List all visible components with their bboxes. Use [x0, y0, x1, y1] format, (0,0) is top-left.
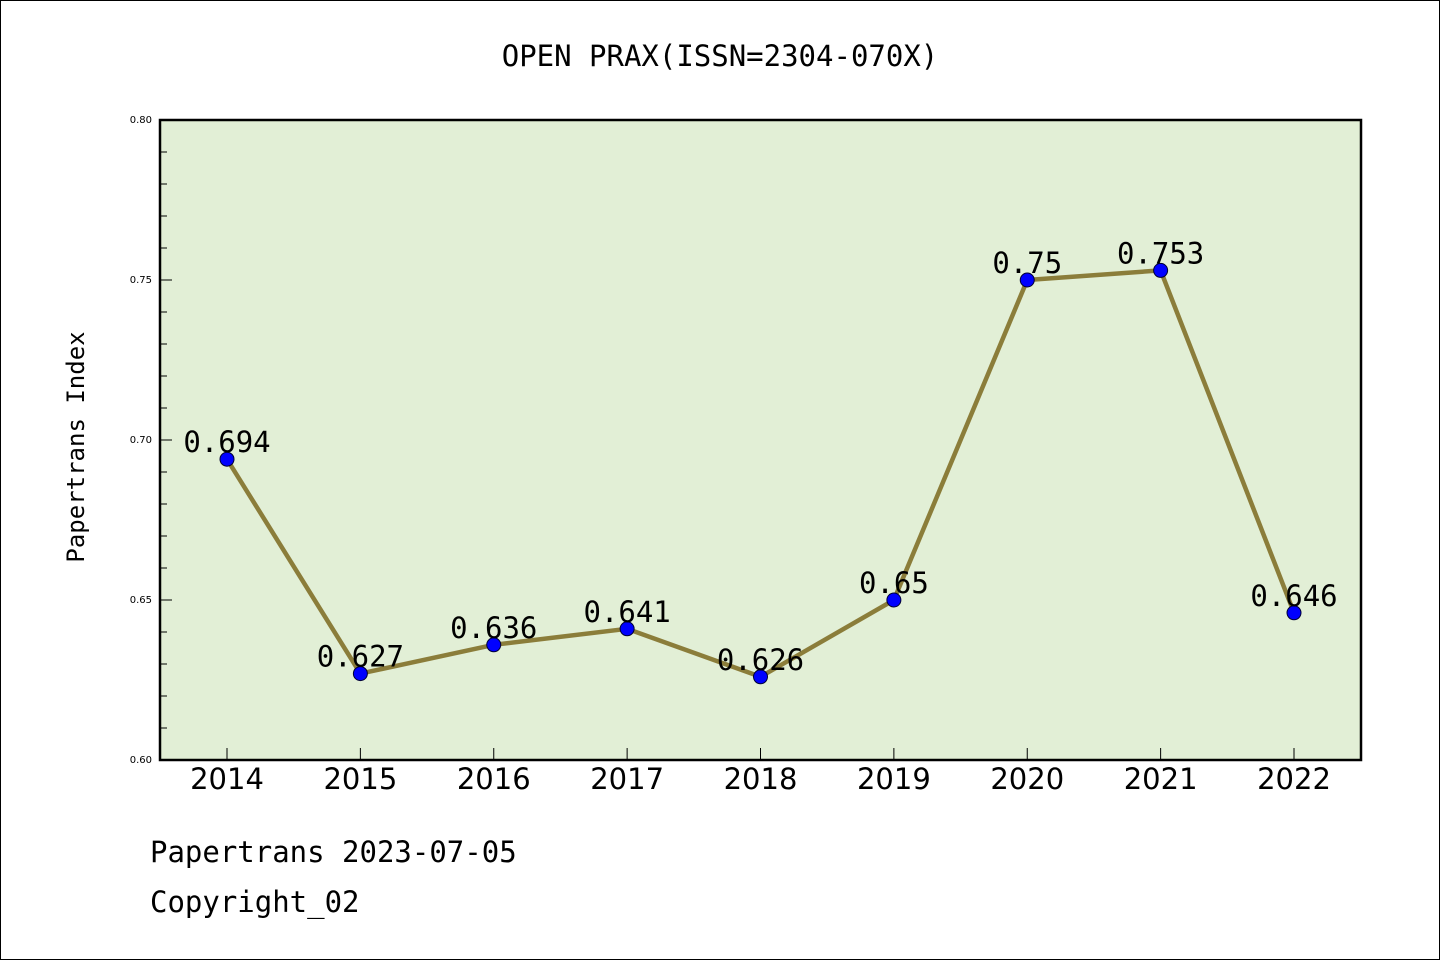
data-point [1019, 272, 1035, 288]
chart-title: OPEN PRAX(ISSN=2304-070X) [502, 39, 939, 73]
data-point [753, 669, 768, 685]
x-tick-label: 2016 [457, 762, 531, 796]
x-tick-label: 2021 [1124, 762, 1198, 796]
y-minor-ticks [160, 151, 167, 729]
data-label: 0.626 [717, 643, 804, 677]
data-point [619, 621, 635, 637]
y-tick-label: 0.75 [130, 275, 152, 286]
footer-date: Papertrans 2023-07-05 [150, 835, 517, 869]
data-point [1153, 262, 1169, 278]
y-tick-label: 0.70 [130, 435, 152, 446]
x-tick-label: 2019 [857, 762, 931, 796]
footer-copyright: Copyright_02 [150, 885, 360, 919]
y-axis-label: Papertrans Index [62, 331, 90, 562]
data-label: 0.641 [583, 595, 670, 629]
x-tick-label: 2015 [323, 762, 397, 796]
data-label: 0.636 [450, 611, 537, 645]
data-point [1286, 605, 1302, 621]
data-point [486, 637, 502, 653]
y-tick-label: 0.60 [130, 755, 152, 766]
data-point [219, 451, 235, 467]
x-tick-label: 2017 [590, 762, 664, 796]
data-label: 0.75 [992, 246, 1062, 280]
x-axis: 2014 2015 2016 2017 2018 2019 2020 2021 2022 [190, 748, 1331, 796]
data-label: 0.646 [1250, 579, 1337, 613]
x-tick-label: 2014 [190, 762, 264, 796]
x-tick-label: 2022 [1257, 762, 1331, 796]
data-label: 0.65 [859, 566, 929, 600]
data-labels: 0.694 0.627 0.636 0.641 0.626 0.65 0.75 0.753 0.… [183, 236, 1337, 676]
data-point [886, 592, 902, 608]
y-tick-label: 0.80 [130, 115, 152, 126]
y-tick-label: 0.65 [130, 595, 152, 606]
data-label: 0.753 [1117, 236, 1204, 270]
data-label: 0.694 [183, 425, 270, 459]
x-tick-label: 2020 [990, 762, 1064, 796]
plot-area [158, 118, 1363, 762]
data-points [219, 262, 1302, 685]
data-label: 0.627 [317, 640, 404, 674]
data-point [352, 666, 368, 682]
y-axis: 0.60 0.65 0.70 0.75 0.80 [130, 115, 172, 766]
x-tick-label: 2018 [724, 762, 798, 796]
